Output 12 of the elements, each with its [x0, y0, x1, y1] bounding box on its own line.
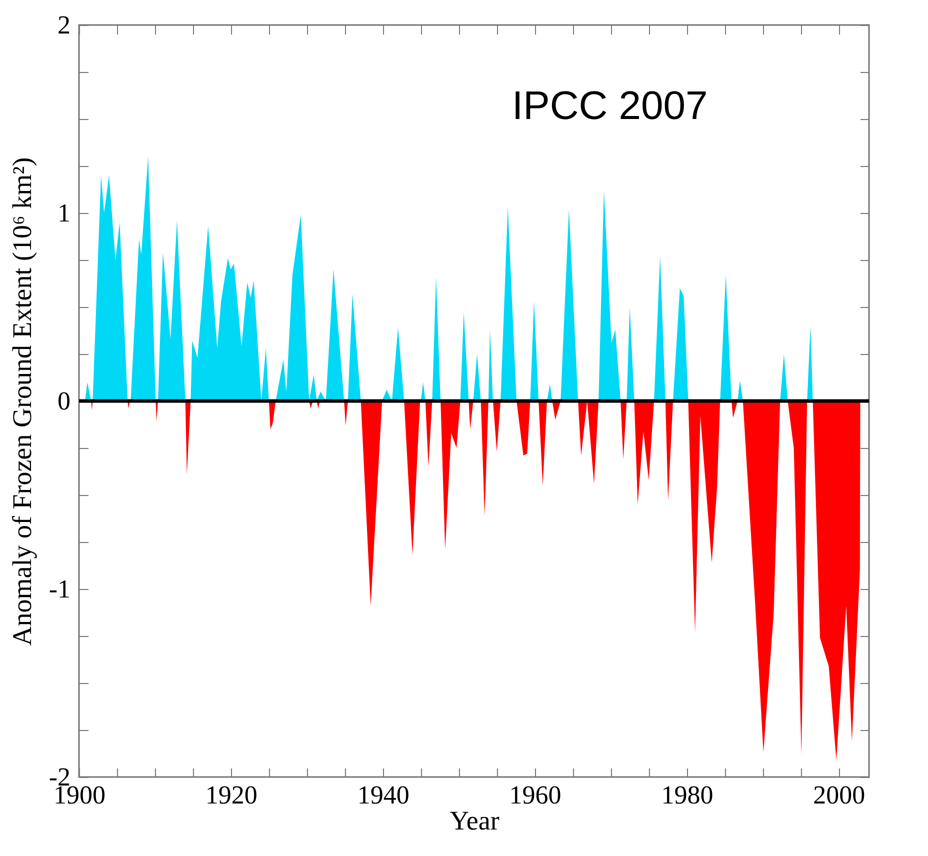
y-axis-title: Anomaly of Frozen Ground Extent (10⁶ km²)	[6, 157, 37, 646]
x-tick-label: 2000	[813, 780, 866, 810]
y-tick-label: 0	[58, 386, 70, 416]
y-tick-label: -1	[48, 574, 70, 604]
y-tick-label: 2	[58, 10, 70, 40]
annotation: IPCC 2007	[512, 84, 708, 128]
x-tick-label: 1920	[205, 780, 258, 810]
y-tick-label: 1	[58, 198, 70, 228]
x-tick-label: 1960	[509, 780, 562, 810]
x-tick-label: 1940	[357, 780, 410, 810]
x-tick-label: 1980	[661, 780, 714, 810]
x-axis-title: Year	[450, 806, 500, 836]
